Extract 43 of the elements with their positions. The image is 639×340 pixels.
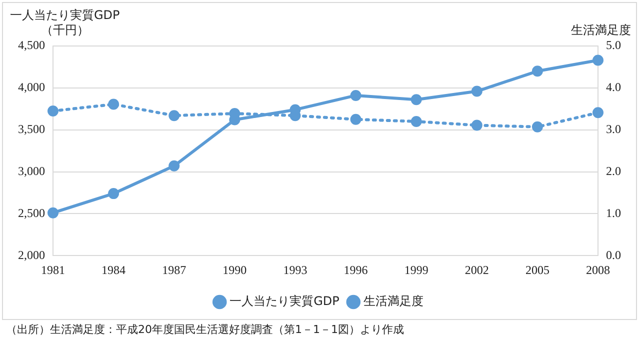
x-tick-label: 1999 [404,262,428,277]
point [350,114,362,125]
point [592,107,604,118]
x-tick-label: 1984 [102,262,126,277]
point [108,188,120,200]
point [410,116,422,127]
x-tick-label: 1990 [222,262,247,277]
y-tick-label: 4,500 [18,38,45,52]
text: （出所）生活満足度：平成20年度国民生活選好度調査（第1－1－1図）より作成 [6,322,404,337]
y2-tick-label: 5.0 [606,38,621,52]
x-tick-label: 1981 [41,262,65,277]
y2-tick-label: 3.0 [606,122,621,136]
point [48,207,58,218]
y-tick-label: 3,500 [18,122,45,136]
y2-tick-label: 0.0 [606,248,621,262]
x-tick-label: 2008 [586,262,610,277]
y-tick-label: 4,000 [18,80,45,94]
y-axis-title: 一人当たり実質GDP （千円） [10,8,120,38]
point [108,98,120,110]
legend-label: 一人当たり実質GDP [230,294,340,308]
point [471,120,482,131]
x-tick-label: 1987 [162,262,186,277]
y-tick-label: 3,000 [18,164,45,178]
y2-tick-label: 2.0 [606,164,621,178]
x-tick-label: 2005 [525,262,550,277]
point [350,90,362,101]
y2-axis-title: 生活満足度 [571,22,631,39]
point [532,121,543,132]
point [532,66,543,77]
point [168,110,180,122]
legend-label: 生活満足度 [363,294,424,308]
y2-tick-label: 1.0 [606,206,621,220]
y-tick-label: 2,000 [18,248,45,262]
y2-tick-label: 4.0 [606,80,621,94]
point [48,105,58,116]
x-tick-label: 1993 [283,262,308,277]
point [471,86,482,97]
x-tick-label: 2002 [464,262,489,277]
x-tick-label: 1996 [344,262,368,277]
point [168,160,180,172]
point [592,54,604,66]
point [410,94,422,106]
y-tick-label: 2,500 [18,206,45,220]
